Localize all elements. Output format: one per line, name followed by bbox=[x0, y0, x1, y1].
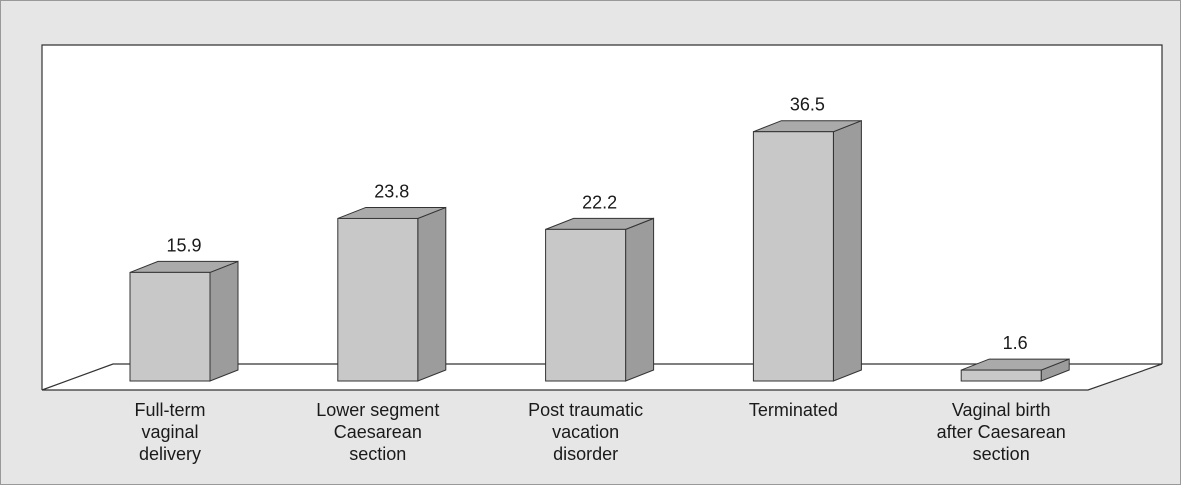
x-tick-label: Full-term vaginal delivery bbox=[135, 400, 206, 464]
bar-side bbox=[832, 119, 862, 382]
bars bbox=[129, 119, 1070, 382]
value-label: 1.6 bbox=[1003, 333, 1028, 353]
bar-front bbox=[545, 228, 627, 382]
bar bbox=[960, 358, 1070, 382]
x-tick-label-line: Terminated bbox=[749, 400, 838, 420]
bar bbox=[337, 206, 447, 382]
value-label: 23.8 bbox=[374, 181, 409, 201]
bar-front bbox=[337, 217, 419, 382]
x-tick-label-line: section bbox=[973, 444, 1030, 464]
bar-front bbox=[960, 369, 1042, 382]
plot-box bbox=[41, 44, 1163, 391]
bar-front bbox=[129, 271, 211, 382]
bar-side bbox=[417, 206, 447, 382]
value-label: 15.9 bbox=[166, 235, 201, 255]
x-tick-label-line: Vaginal birth bbox=[952, 400, 1051, 420]
plot-area bbox=[42, 45, 1162, 390]
bar bbox=[129, 260, 239, 382]
bar bbox=[752, 119, 862, 382]
x-tick-label: Post traumatic vacation disorder bbox=[528, 400, 643, 464]
x-tick-label-line: section bbox=[349, 444, 406, 464]
x-tick-label: Terminated bbox=[749, 400, 838, 420]
x-tick-label-line: vacation bbox=[552, 422, 619, 442]
value-label: 36.5 bbox=[790, 95, 825, 115]
floor bbox=[41, 363, 1163, 391]
x-tick-label-line: delivery bbox=[139, 444, 201, 464]
x-tick-label-line: Caesarean bbox=[334, 422, 422, 442]
value-label: 22.2 bbox=[582, 192, 617, 212]
x-tick-label-line: Lower segment bbox=[316, 400, 439, 420]
x-tick-label: Lower segment Caesarean section bbox=[316, 400, 439, 464]
x-tick-label-line: disorder bbox=[553, 444, 618, 464]
bar-front bbox=[752, 131, 834, 382]
bar-side bbox=[625, 217, 655, 382]
bar-side bbox=[209, 260, 239, 382]
x-tick-label-line: Full-term bbox=[135, 400, 206, 420]
x-tick-label-line: vaginal bbox=[141, 422, 198, 442]
wall-edge bbox=[41, 44, 1163, 390]
x-tick-label: Vaginal birth after Caesarean section bbox=[937, 400, 1066, 464]
x-tick-label-line: Post traumatic bbox=[528, 400, 643, 420]
bar bbox=[545, 217, 655, 382]
x-tick-label-line: after Caesarean bbox=[937, 422, 1066, 442]
